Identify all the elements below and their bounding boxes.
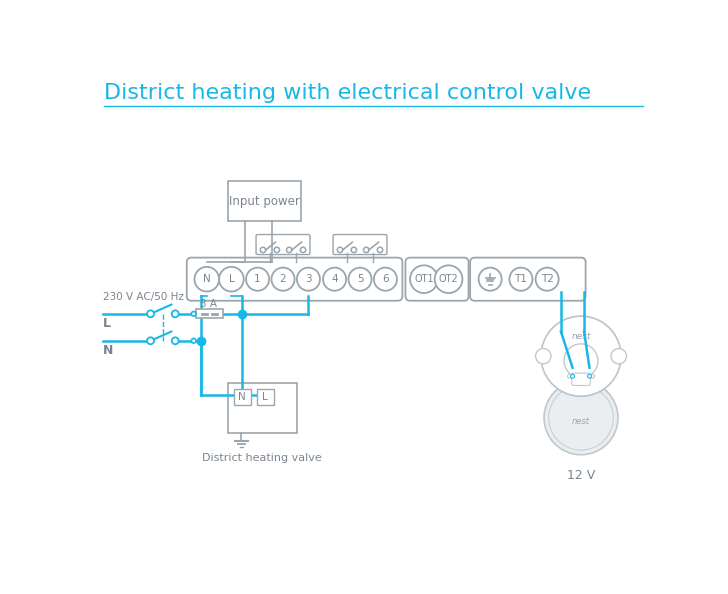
Text: 230 V AC/50 Hz: 230 V AC/50 Hz xyxy=(103,292,183,302)
Circle shape xyxy=(590,374,595,378)
Circle shape xyxy=(172,337,178,345)
Circle shape xyxy=(191,311,196,316)
Circle shape xyxy=(541,316,621,396)
FancyBboxPatch shape xyxy=(228,383,297,433)
Circle shape xyxy=(536,349,551,364)
Circle shape xyxy=(219,267,244,292)
Circle shape xyxy=(510,268,532,290)
Circle shape xyxy=(272,268,295,290)
Circle shape xyxy=(564,344,598,378)
Circle shape xyxy=(568,374,571,378)
Circle shape xyxy=(246,268,269,290)
Circle shape xyxy=(363,247,369,252)
Text: 12 V: 12 V xyxy=(567,469,595,482)
FancyBboxPatch shape xyxy=(228,181,301,222)
Circle shape xyxy=(571,374,574,378)
Circle shape xyxy=(435,266,462,293)
Text: N: N xyxy=(238,392,246,402)
Circle shape xyxy=(544,381,618,455)
Text: 3: 3 xyxy=(305,274,312,284)
FancyBboxPatch shape xyxy=(257,389,274,405)
Circle shape xyxy=(261,247,266,252)
Circle shape xyxy=(349,268,371,290)
FancyBboxPatch shape xyxy=(196,309,223,318)
Circle shape xyxy=(478,268,502,290)
Text: ÷: ÷ xyxy=(485,273,496,286)
Circle shape xyxy=(147,337,154,345)
Text: N: N xyxy=(103,343,114,356)
Text: N: N xyxy=(203,274,210,284)
Text: District heating with electrical control valve: District heating with electrical control… xyxy=(103,83,590,103)
Text: OT1: OT1 xyxy=(414,274,434,284)
Circle shape xyxy=(536,268,558,290)
Text: T1: T1 xyxy=(515,274,527,284)
Circle shape xyxy=(297,268,320,290)
FancyBboxPatch shape xyxy=(571,373,590,386)
Text: nest: nest xyxy=(572,417,590,426)
FancyBboxPatch shape xyxy=(405,258,469,301)
Circle shape xyxy=(377,247,383,252)
Circle shape xyxy=(323,268,346,290)
Circle shape xyxy=(611,349,626,364)
Text: 3 A: 3 A xyxy=(200,299,217,309)
Text: nest: nest xyxy=(571,331,590,341)
Text: 1: 1 xyxy=(254,274,261,284)
Text: Input power: Input power xyxy=(229,195,300,208)
Text: 2: 2 xyxy=(280,274,286,284)
Circle shape xyxy=(301,247,306,252)
FancyBboxPatch shape xyxy=(187,258,403,301)
Circle shape xyxy=(337,247,343,252)
Circle shape xyxy=(549,386,614,450)
Text: OT2: OT2 xyxy=(439,274,459,284)
Circle shape xyxy=(172,310,178,317)
Circle shape xyxy=(410,266,438,293)
Text: L: L xyxy=(103,317,111,330)
Text: T2: T2 xyxy=(541,274,553,284)
Text: 5: 5 xyxy=(357,274,363,284)
Circle shape xyxy=(587,374,591,378)
Text: L: L xyxy=(262,392,268,402)
FancyBboxPatch shape xyxy=(234,389,250,405)
FancyBboxPatch shape xyxy=(470,258,585,301)
Text: L: L xyxy=(229,274,234,284)
Text: 6: 6 xyxy=(382,274,389,284)
Text: 4: 4 xyxy=(331,274,338,284)
Circle shape xyxy=(351,247,357,252)
Circle shape xyxy=(287,247,292,252)
Circle shape xyxy=(274,247,280,252)
Text: District heating valve: District heating valve xyxy=(202,453,322,463)
Circle shape xyxy=(147,310,154,317)
Circle shape xyxy=(191,339,196,343)
Circle shape xyxy=(374,268,397,290)
Circle shape xyxy=(194,267,219,292)
